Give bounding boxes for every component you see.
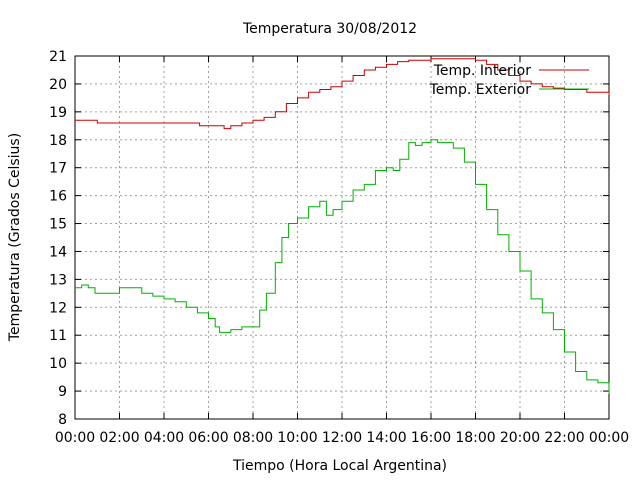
y-tick-label: 13 [49, 272, 67, 288]
x-tick-label: 16:00 [411, 430, 451, 446]
y-axis-label: Temperatura (Grados Celsius) [7, 133, 23, 342]
y-tick-label: 9 [58, 384, 67, 400]
x-tick-label: 22:00 [544, 430, 584, 446]
x-tick-label: 00:00 [589, 430, 629, 446]
y-tick-label: 20 [49, 77, 67, 93]
y-tick-label: 14 [49, 244, 67, 260]
y-tick-label: 10 [49, 356, 67, 372]
legend-label: Temp. Exterior [429, 82, 532, 98]
series-lines [75, 58, 610, 394]
y-tick-label: 12 [49, 300, 67, 316]
x-tick-label: 06:00 [188, 430, 228, 446]
x-axis-tick-labels: 00:00 02:00 04:00 06:00 08:00 10:00 12:00 14:00… [55, 430, 629, 446]
x-tick-label: 10:00 [277, 430, 317, 446]
x-tick-label: 02:00 [99, 430, 139, 446]
x-tick-label: 08:00 [233, 430, 273, 446]
y-tick-label: 17 [49, 161, 67, 177]
y-axis-tick-labels: 8 9 10 11 12 13 14 15 16 17 18 19 20 21 [49, 49, 67, 428]
grid-lines [75, 56, 609, 419]
y-tick-label: 8 [58, 412, 67, 428]
axis-ticks [74, 55, 610, 420]
y-tick-label: 18 [49, 133, 67, 149]
y-tick-label: 15 [49, 217, 67, 233]
y-tick-label: 19 [49, 105, 67, 121]
series-line-temp-exterior [75, 139, 610, 394]
x-tick-label: 18:00 [455, 430, 495, 446]
x-tick-label: 04:00 [144, 430, 184, 446]
x-tick-label: 12:00 [322, 430, 362, 446]
x-tick-label: 14:00 [366, 430, 406, 446]
legend: Temp. Interior Temp. Exterior [429, 63, 589, 98]
legend-label: Temp. Interior [433, 63, 532, 79]
x-tick-label: 00:00 [55, 430, 95, 446]
x-tick-label: 20:00 [500, 430, 540, 446]
x-axis-label: Tiempo (Hora Local Argentina) [232, 458, 447, 474]
y-tick-label: 16 [49, 189, 67, 205]
chart-title: Temperatura 30/08/2012 [242, 21, 417, 37]
y-tick-label: 21 [49, 49, 67, 65]
series-line-temp-interior [75, 58, 610, 130]
y-tick-label: 11 [49, 328, 67, 344]
